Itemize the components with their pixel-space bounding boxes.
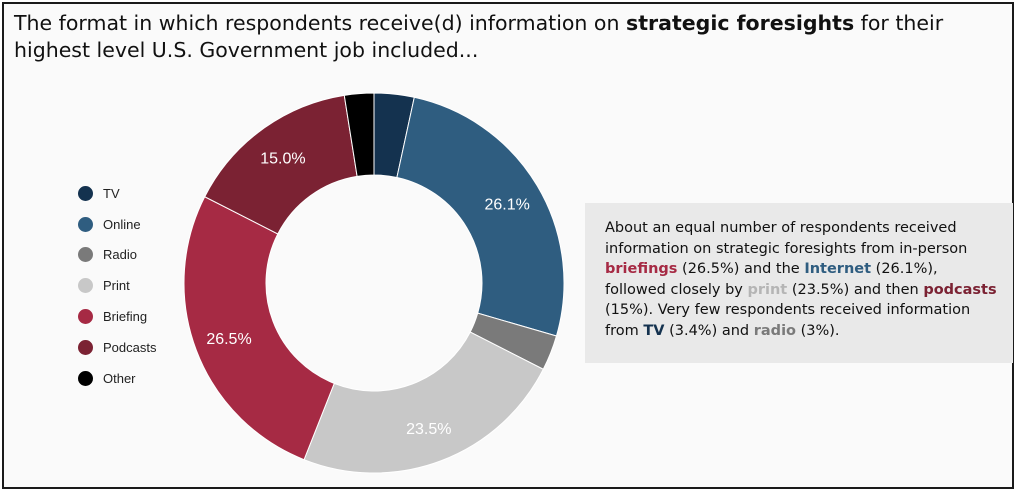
legend-label: Briefing	[103, 309, 148, 325]
slice-print	[303, 331, 544, 474]
legend-label: Radio	[103, 247, 137, 263]
title-text-after: for their highest level U.S. Government …	[14, 11, 944, 62]
callout-text-3: (26.1%), followed closely by	[605, 261, 938, 298]
legend-label: Online	[103, 216, 141, 232]
legend-item-briefing: Briefing	[78, 301, 156, 332]
legend-label: Print	[103, 278, 130, 294]
legend-item-tv: TV	[78, 178, 156, 209]
legend-swatch	[78, 339, 93, 355]
slice-label-briefing: 26.5%	[206, 331, 251, 348]
legend-item-other: Other	[78, 363, 156, 394]
callout-text-7: (3%).	[796, 322, 840, 339]
slice-label-print: 23.5%	[406, 421, 451, 438]
callout-text-4: (23.5%) and then	[787, 281, 924, 298]
callout-text-5: (15%). Very few respondents received inf…	[605, 302, 971, 339]
title-text-before: The format in which respondents receive(…	[14, 11, 626, 35]
keyword-print: print	[747, 281, 788, 298]
legend-item-podcasts: Podcasts	[78, 332, 156, 363]
keyword-tv: TV	[643, 322, 665, 339]
legend-label: TV	[103, 185, 120, 201]
legend-swatch	[78, 370, 93, 386]
legend-swatch	[78, 216, 93, 232]
slice-briefing	[183, 196, 335, 461]
legend-item-print: Print	[78, 270, 156, 301]
callout-text-1: About an equal number of respondents rec…	[605, 220, 968, 257]
keyword-podcasts: podcasts	[923, 281, 997, 298]
keyword-internet: Internet	[804, 261, 872, 277]
legend-swatch	[78, 309, 93, 325]
chart-title: The format in which respondents receive(…	[14, 10, 1014, 64]
legend-label: Other	[103, 370, 136, 386]
slice-online	[396, 96, 565, 337]
legend-swatch	[78, 278, 93, 294]
legend: TV Online Radio Print Briefing Podcasts Other	[78, 178, 156, 394]
slice-other	[343, 92, 375, 177]
keyword-radio: radio	[753, 322, 796, 339]
legend-swatch	[78, 185, 93, 201]
title-text-bold: strategic foresights	[626, 11, 855, 35]
slice-label-podcasts: 15.0%	[260, 151, 305, 168]
legend-item-radio: Radio	[78, 240, 156, 271]
callout-text-6: (3.4%) and	[664, 322, 754, 339]
legend-item-online: Online	[78, 209, 156, 240]
callout-box: About an equal number of respondents rec…	[585, 203, 1013, 363]
slice-label-online: 26.1%	[484, 197, 529, 214]
keyword-briefings: briefings	[605, 261, 678, 277]
callout-text-2: (26.5%) and the	[677, 261, 805, 277]
legend-label: Podcasts	[103, 339, 157, 355]
legend-swatch	[78, 247, 93, 263]
